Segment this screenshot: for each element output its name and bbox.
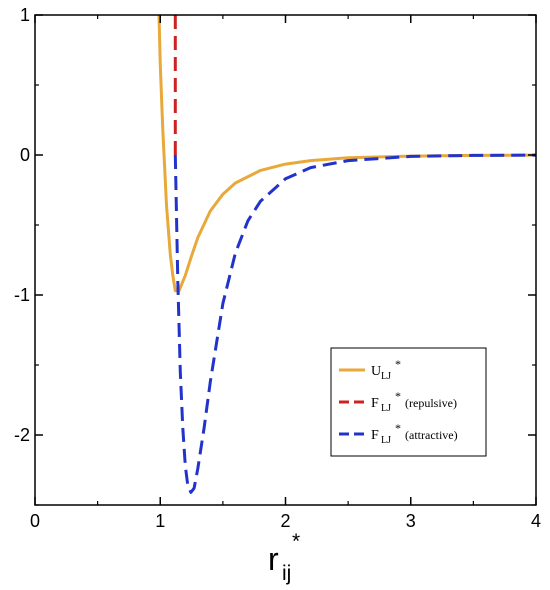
x-axis-label-main: r [268, 541, 279, 577]
legend-label-sub: LJ [381, 403, 391, 414]
x-tick-label: 0 [30, 511, 40, 531]
x-axis-label: r ij * [268, 530, 300, 585]
series-line-3 [173, 153, 536, 494]
y-tick-label: 1 [20, 5, 30, 25]
series-line-1 [157, 15, 536, 293]
y-tick-label: -1 [14, 285, 30, 305]
x-axis-label-sub: ij [282, 562, 291, 585]
legend-label-main: U [371, 364, 381, 379]
y-tick-label: 0 [20, 145, 30, 165]
legend: U LJ*F LJ* (repulsive)F LJ* (attractive) [330, 347, 487, 457]
legend-label-note: (repulsive) [405, 396, 457, 410]
curves [157, 15, 536, 494]
ticks: 0 1 2 3 4 -2 -1 0 1 [14, 5, 541, 531]
x-axis-label-sup: * [292, 530, 300, 553]
x-tick-label: 4 [531, 511, 541, 531]
legend-label-sup: * [395, 357, 401, 371]
x-tick-label: 3 [406, 511, 416, 531]
x-tick-label: 2 [280, 511, 290, 531]
legend-label-sup: * [395, 389, 401, 403]
legend-label-note: (attractive) [405, 428, 458, 442]
legend-label-sup: * [395, 421, 401, 435]
legend-label-main: F [371, 428, 379, 443]
legend-label-sub: LJ [381, 371, 391, 382]
y-tick-label: -2 [14, 425, 30, 445]
legend-label-sub: LJ [381, 435, 391, 446]
x-tick-label: 1 [155, 511, 165, 531]
legend-label-main: F [371, 396, 379, 411]
